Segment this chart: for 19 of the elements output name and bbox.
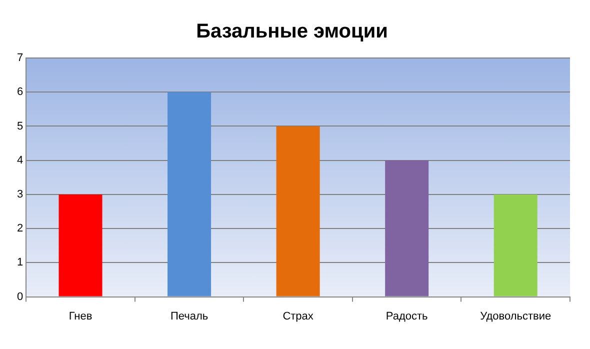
x-tick-label: Радость <box>386 310 428 322</box>
x-tick-label: Удовольствие <box>480 310 552 322</box>
x-tick-label: Печаль <box>170 310 208 322</box>
bar <box>58 194 102 296</box>
y-tick-label: 3 <box>16 188 24 200</box>
bar <box>385 160 429 296</box>
y-tick-label: 1 <box>16 256 24 269</box>
bar <box>168 92 212 296</box>
y-tick-label: 7 <box>16 52 24 64</box>
y-tick-label: 0 <box>16 290 24 303</box>
x-tick-label: Гнев <box>68 310 92 322</box>
bar <box>276 126 320 296</box>
y-tick-label: 4 <box>16 154 24 166</box>
x-tick-label: Страх <box>282 310 314 322</box>
y-tick-label: 2 <box>16 222 24 235</box>
y-tick-label: 5 <box>16 120 24 132</box>
chart-title: Базальные эмоции <box>196 20 388 43</box>
y-tick-label: 6 <box>16 86 24 98</box>
bar <box>494 194 538 296</box>
